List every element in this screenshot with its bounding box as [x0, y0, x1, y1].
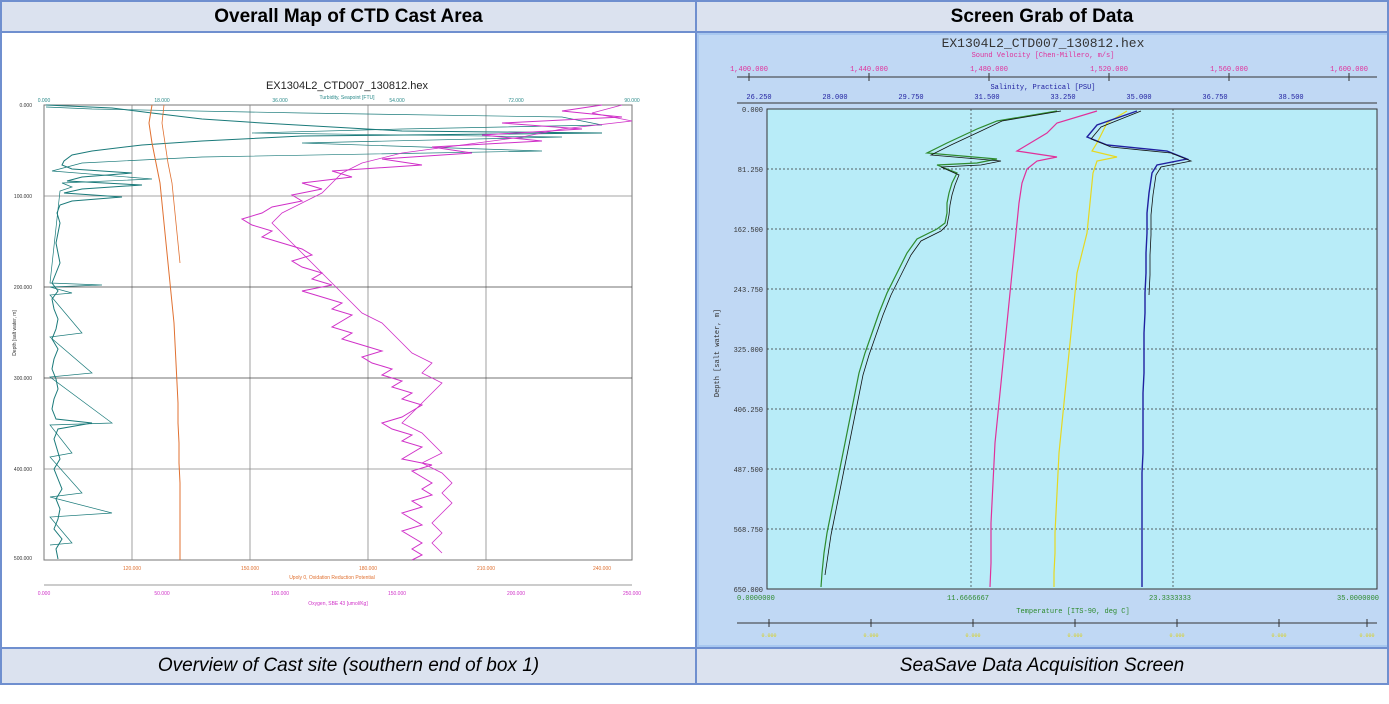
sv-tick-0: 1,400.000	[730, 66, 768, 74]
svg-text:0.000: 0.000	[1359, 633, 1374, 639]
left-bottom1-tick-2: 180.000	[359, 566, 377, 572]
left-column-header: Overall Map of CTD Cast Area	[0, 0, 697, 33]
left-bottom1-label: Upoly 0, Oxidation Reduction Potential	[289, 575, 375, 581]
left-depth-tick-4: 400.000	[14, 467, 32, 473]
left-bottom2-tick-0: 0.000	[38, 591, 51, 597]
other-trace	[1053, 110, 1128, 587]
left-bottom1-tick-1: 150.000	[241, 566, 259, 572]
svg-text:0.000: 0.000	[1271, 633, 1286, 639]
right-depth-tick-7: 568.750	[734, 527, 763, 535]
left-depth-tick-2: 200.000	[14, 285, 32, 291]
left-depth-tick-5: 500.000	[14, 556, 32, 562]
sound-velocity-trace	[989, 110, 1098, 588]
left-image-cell: EX1304L2_CTD007_130812.hex Turbidity, Se…	[0, 31, 697, 649]
left-bottom1-tick-4: 240.000	[593, 566, 611, 572]
oxygen-trace-2	[271, 104, 633, 554]
left-top-axis-label: Turbidity, Seapoint [FTU]	[319, 95, 375, 101]
svg-text:0.000: 0.000	[965, 633, 980, 639]
left-top-tick-0: 0.000	[38, 98, 51, 104]
sv-tick-4: 1,560.000	[1210, 66, 1248, 74]
left-top-tick-5: 90.000	[624, 98, 640, 104]
left-top-tick-2: 36.000	[272, 98, 288, 104]
sv-tick-3: 1,520.000	[1090, 66, 1128, 74]
right-column-header: Screen Grab of Data	[695, 0, 1389, 33]
left-bottom2-tick-1: 50.000	[154, 591, 170, 597]
sal-tick-5: 35.000	[1126, 94, 1151, 102]
turbidity-spikes	[45, 106, 603, 546]
right-depth-tick-0: 0.000	[742, 107, 763, 115]
right-depth-tick-5: 406.250	[734, 407, 763, 415]
left-bottom2-tick-3: 150.000	[388, 591, 406, 597]
left-bottom1-tick-3: 210.000	[477, 566, 495, 572]
left-top-tick-3: 54.000	[389, 98, 405, 104]
svg-text:0.000: 0.000	[1169, 633, 1184, 639]
temperature-trace	[820, 110, 1058, 588]
left-depth-tick-3: 300.000	[14, 376, 32, 382]
left-bottom2-tick-5: 250.000	[623, 591, 641, 597]
right-depth-tick-3: 243.750	[734, 287, 763, 295]
oxygen-trace	[240, 104, 623, 561]
temp-tick-3: 35.0000000	[1337, 595, 1379, 603]
sal-tick-7: 38.500	[1278, 94, 1303, 102]
sal-tick-0: 26.250	[746, 94, 771, 102]
left-bottom2-tick-2: 100.000	[271, 591, 289, 597]
right-image-cell: EX1304L2_CTD007_130812.hex Sound Velocit…	[695, 31, 1389, 649]
right-depth-tick-8: 650.000	[734, 587, 763, 595]
seasave-screen: EX1304L2_CTD007_130812.hex Sound Velocit…	[697, 33, 1387, 647]
svg-text:0.000: 0.000	[761, 633, 776, 639]
temp-tick-1: 11.6666667	[947, 595, 989, 603]
right-depth-label: Depth [salt water, m]	[714, 309, 722, 397]
svg-text:0.000: 0.000	[863, 633, 878, 639]
right-depth-tick-6: 487.500	[734, 467, 763, 475]
left-depth-tick-1: 100.000	[14, 194, 32, 200]
orp-trace-2	[161, 104, 181, 264]
temp-axis-label: Temperature [ITS-90, deg C]	[1016, 608, 1129, 616]
temperature-trace-2	[824, 110, 1062, 576]
left-bottom2-label: Oxygen, SBE 43 [umol/Kg]	[308, 601, 368, 607]
sal-tick-4: 33.250	[1050, 94, 1075, 102]
turbidity-trace	[45, 104, 603, 560]
left-plot-frame	[43, 104, 633, 561]
salinity-trace-2	[1090, 110, 1193, 296]
left-top-tick-1: 18.000	[154, 98, 170, 104]
left-depth-tick-0: 0.000	[19, 103, 32, 109]
left-top-tick-4: 72.000	[508, 98, 524, 104]
left-bottom1-tick-0: 120.000	[123, 566, 141, 572]
left-bottom2-tick-4: 200.000	[507, 591, 525, 597]
left-depth-label: Depth [salt water, m]	[12, 310, 18, 356]
svg-text:0.000: 0.000	[1067, 633, 1082, 639]
sal-axis-label: Salinity, Practical [PSU]	[990, 84, 1095, 92]
sal-tick-1: 28.000	[822, 94, 847, 102]
sv-tick-2: 1,480.000	[970, 66, 1008, 74]
temp-tick-0: 0.0000000	[737, 595, 775, 603]
sv-axis-label: Sound Velocity [Chen-Millero, m/s]	[972, 52, 1115, 60]
right-depth-tick-2: 162.500	[734, 227, 763, 235]
right-depth-tick-1: 81.250	[738, 167, 763, 175]
ctd-overview-plot: EX1304L2_CTD007_130812.hex Turbidity, Se…	[2, 33, 695, 647]
right-depth-tick-4: 325.000	[734, 347, 763, 355]
right-plot-title: EX1304L2_CTD007_130812.hex	[942, 36, 1145, 51]
orp-trace	[148, 104, 181, 560]
sv-tick-5: 1,600.000	[1330, 66, 1368, 74]
sal-tick-2: 29.750	[898, 94, 923, 102]
temp-tick-2: 23.3333333	[1149, 595, 1191, 603]
left-plot-title: EX1304L2_CTD007_130812.hex	[266, 80, 429, 92]
right-caption: SeaSave Data Acquisition Screen	[695, 647, 1389, 685]
left-caption: Overview of Cast site (southern end of b…	[0, 647, 697, 685]
sv-tick-1: 1,440.000	[850, 66, 888, 74]
sal-tick-6: 36.750	[1202, 94, 1227, 102]
sal-tick-3: 31.500	[974, 94, 999, 102]
